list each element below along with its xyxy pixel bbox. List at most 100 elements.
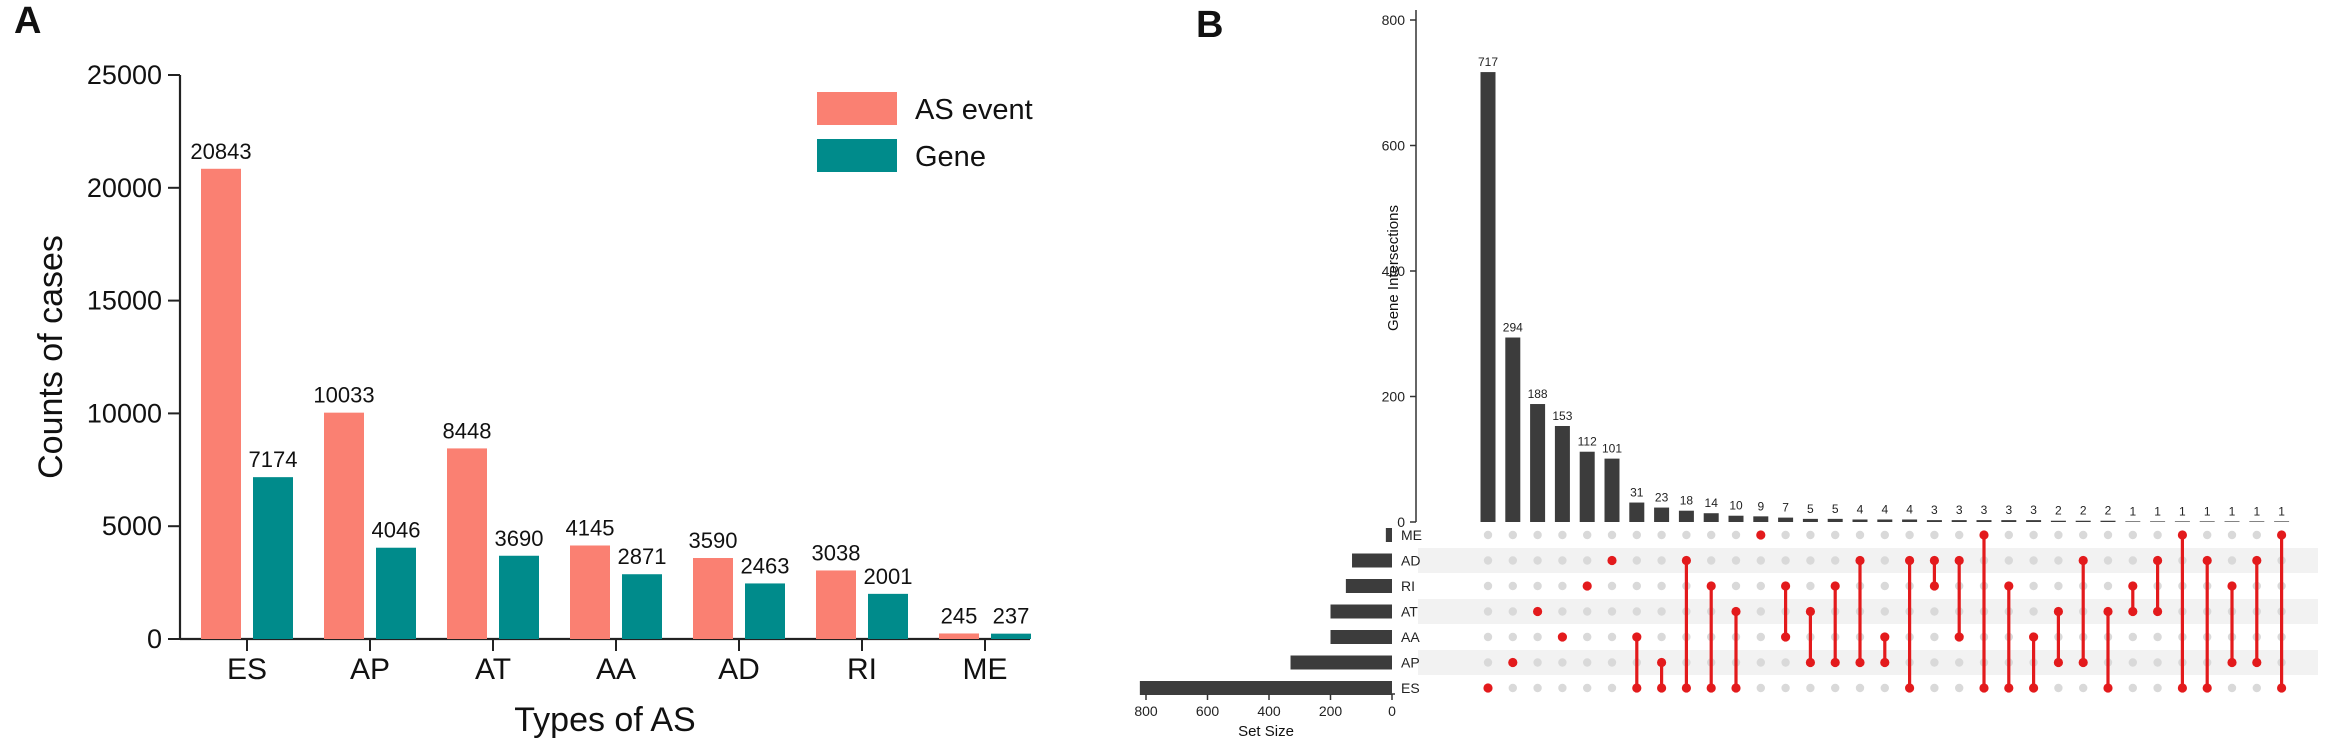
- gene-bar: [376, 547, 416, 639]
- intersection-bar: [1951, 520, 1967, 522]
- intersection-bar: [2050, 520, 2066, 522]
- set-name-label: AA: [1401, 629, 1420, 645]
- matrix-dot-active: [2004, 581, 2014, 591]
- intersection-bar: [1728, 515, 1744, 522]
- set-name-label: AD: [1401, 553, 1420, 569]
- matrix-dot-active: [2227, 581, 2237, 591]
- matrix-dot-active: [1706, 581, 1716, 591]
- intersection-count-label: 112: [1578, 435, 1597, 449]
- matrix-dot-inactive: [1607, 658, 1617, 667]
- matrix-dot-inactive: [1483, 530, 1493, 540]
- a-y-tick-label: 0: [147, 624, 162, 654]
- matrix-dot-inactive: [1880, 683, 1890, 693]
- panel-a-letter: A: [14, 0, 41, 42]
- matrix-dot-inactive: [1607, 683, 1617, 693]
- set-size-bar: [1290, 655, 1392, 670]
- matrix-dot-inactive: [1607, 632, 1617, 642]
- matrix-dot-active: [1805, 606, 1815, 617]
- matrix-dot-active: [1533, 606, 1543, 617]
- matrix-dot-active: [2103, 606, 2113, 617]
- gene-value-label: 2001: [864, 564, 913, 589]
- gene-bar: [991, 633, 1031, 639]
- matrix-dot-inactive: [2079, 530, 2088, 540]
- matrix-dot-inactive: [1607, 607, 1617, 616]
- a-y-tick-label: 20000: [87, 173, 162, 203]
- intersection-count-label: 18: [1680, 494, 1694, 508]
- intersection-bar: [2075, 520, 2091, 522]
- matrix-dot-inactive: [2153, 530, 2162, 540]
- matrix-dot-inactive: [2054, 581, 2063, 591]
- matrix-dot-inactive: [1558, 658, 1567, 667]
- as-event-value-label: 245: [941, 603, 978, 628]
- matrix-dot-inactive: [2103, 530, 2113, 540]
- matrix-dot-active: [1731, 606, 1741, 617]
- matrix-dot-inactive: [2227, 556, 2237, 565]
- matrix-dot-active: [1954, 632, 1964, 642]
- intersection-count-label: 1: [2278, 504, 2285, 518]
- matrix-dot-inactive: [2004, 530, 2014, 540]
- matrix-dot-inactive: [1806, 581, 1815, 591]
- b-y-tick-label: 600: [1382, 138, 1406, 154]
- panel-b-upset-plot: Gene Intersections Set Size 0 200 400 600 80…: [1134, 10, 2318, 740]
- panel-a-bar-chart: Counts of cases Types of AS 0 5000 10000 15…: [32, 60, 1033, 739]
- intersection-count-label: 5: [1832, 502, 1839, 516]
- matrix-dot-active: [2128, 606, 2138, 617]
- b-set-size-tick-label: 600: [1196, 703, 1220, 719]
- matrix-dot-active: [1632, 683, 1642, 693]
- matrix-dot-inactive: [1756, 581, 1766, 591]
- set-name-label: RI: [1401, 578, 1415, 594]
- a-y-tick-label: 25000: [87, 60, 162, 90]
- intersection-bar: [1554, 425, 1570, 522]
- matrix-dot-active: [1657, 657, 1667, 668]
- a-y-tick-label: 5000: [102, 511, 162, 541]
- b-set-size-tick-label: 400: [1257, 703, 1281, 719]
- intersection-count-label: 9: [1757, 499, 1764, 513]
- intersection-count-label: 3: [1956, 503, 1963, 517]
- matrix-dot-inactive: [1483, 607, 1493, 616]
- intersection-count-label: 5: [1807, 502, 1814, 516]
- matrix-dot-active: [2128, 581, 2138, 591]
- matrix-dot-active: [2004, 683, 2014, 693]
- intersection-bar: [1778, 517, 1794, 522]
- matrix-dot-inactive: [1558, 556, 1567, 565]
- matrix-dot-inactive: [1483, 632, 1493, 642]
- as-event-bar: [570, 545, 610, 639]
- matrix-dot-inactive: [2128, 632, 2137, 642]
- matrix-dot-inactive: [1583, 683, 1592, 693]
- a-x-tick-label: RI: [847, 653, 877, 686]
- intersection-bar: [1902, 519, 1918, 522]
- matrix-dot-inactive: [1831, 530, 1840, 540]
- matrix-dot-inactive: [1731, 556, 1741, 565]
- a-y-axis-title: Counts of cases: [32, 235, 70, 479]
- matrix-dot-active: [1954, 555, 1964, 566]
- matrix-dot-active: [2078, 555, 2088, 566]
- gene-value-label: 3690: [495, 526, 544, 551]
- matrix-dot-inactive: [1508, 530, 1518, 540]
- matrix-dot-inactive: [1930, 530, 1939, 540]
- matrix-dot-active: [1830, 581, 1840, 591]
- matrix-dot-inactive: [1558, 683, 1567, 693]
- gene-bar: [622, 574, 662, 639]
- matrix-dot-inactive: [1682, 530, 1691, 540]
- matrix-dot-active: [2277, 683, 2287, 693]
- intersection-bar: [2150, 521, 2166, 522]
- matrix-dot-inactive: [1880, 581, 1890, 591]
- matrix-dot-inactive: [1955, 683, 1964, 693]
- intersection-count-label: 3: [2005, 503, 2012, 517]
- intersection-bar: [2125, 521, 2141, 522]
- matrix-dot-inactive: [1483, 556, 1493, 565]
- matrix-dot-inactive: [1533, 530, 1542, 540]
- matrix-dot-active: [1979, 683, 1989, 693]
- a-x-tick-label: ME: [963, 653, 1008, 686]
- intersection-bar: [1802, 518, 1818, 522]
- matrix-dot-inactive: [1508, 556, 1518, 565]
- matrix-dot-active: [2277, 530, 2287, 540]
- b-y-axis-title: Gene Intersections: [1385, 205, 1402, 331]
- intersection-bar: [1505, 337, 1521, 522]
- intersection-count-label: 717: [1478, 55, 1498, 69]
- matrix-dot-inactive: [1533, 658, 1542, 667]
- b-set-size-tick-label: 800: [1134, 703, 1158, 719]
- matrix-dot-inactive: [1756, 556, 1766, 565]
- matrix-dot-inactive: [1930, 632, 1939, 642]
- matrix-dot-inactive: [2029, 581, 2038, 591]
